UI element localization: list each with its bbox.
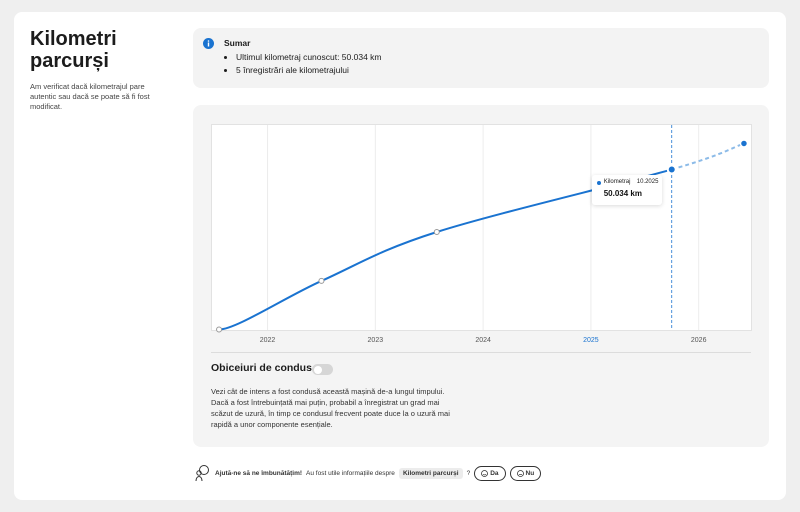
no-label: Nu (525, 469, 535, 477)
point (433, 229, 440, 236)
toggle-knob (313, 365, 322, 374)
tooltip-series: Kilometraj (603, 179, 631, 186)
tooltip-date: 10.2025 (636, 179, 659, 186)
chart: 2022 2023 2024 2025 2026 (211, 124, 752, 344)
no-button[interactable]: Nu (509, 465, 542, 481)
feedback-topic: Kilometri parcurși (398, 467, 463, 479)
tooltip: Kilometraj 10.2025 50.034 km (591, 175, 662, 206)
yes-button[interactable]: Da (474, 465, 506, 481)
description: Am verificat dacă kilometrajul pare aute… (30, 82, 150, 111)
summary-box (193, 28, 769, 88)
summary-title: Sumar (224, 38, 251, 48)
feedback-icon (195, 465, 209, 482)
x-tick-label: 2025 (583, 337, 599, 344)
feedback-prompt: Ajută-ne să ne îmbunătățim! (215, 469, 303, 477)
feedback-question-end: ? (466, 469, 471, 477)
feedback-question: Au fost utile informațiile despre (306, 469, 395, 477)
neutral-icon (516, 469, 524, 477)
point-highlight (666, 164, 677, 175)
plot-area (211, 124, 752, 331)
point (318, 277, 325, 284)
text-line: scăzut de uzură, în timp ce condusul fre… (211, 409, 450, 418)
line (218, 168, 673, 331)
summary-item: Ultimul kilometraj cunoscut: 50.034 km (236, 51, 382, 64)
feedback-bar: Ajută-ne să ne îmbunătățim! Au fost util… (193, 464, 542, 482)
info-icon (203, 38, 214, 49)
section-text: Vezi cât de intens a fost condusă aceast… (211, 386, 450, 430)
text-line: rapidă a unor componente esențiale. (211, 420, 333, 429)
summary-item: 5 înregistrări ale kilometrajului (236, 64, 382, 77)
smile-icon (481, 469, 489, 477)
x-tick-label: 2022 (260, 337, 276, 344)
section-title: Obiceiuri de condus (211, 362, 312, 374)
x-tick-label: 2026 (691, 337, 707, 344)
page-title: Kilometri parcurși (30, 28, 117, 72)
text-line: Dacă a fost întrebuințată mai puțin, pro… (211, 398, 440, 407)
point (216, 326, 223, 333)
summary-list: Ultimul kilometraj cunoscut: 50.034 km 5… (224, 51, 382, 77)
tooltip-value: 50.034 km (603, 189, 642, 199)
tooltip-dot (596, 181, 601, 186)
x-tick-label: 2024 (475, 337, 491, 344)
text-line: Vezi cât de intens a fost condusă aceast… (211, 387, 445, 396)
yes-label: Da (490, 469, 499, 477)
toggle[interactable] (312, 364, 333, 375)
x-tick-label: 2023 (368, 337, 384, 344)
point-projected (739, 139, 749, 148)
separator (211, 352, 751, 353)
